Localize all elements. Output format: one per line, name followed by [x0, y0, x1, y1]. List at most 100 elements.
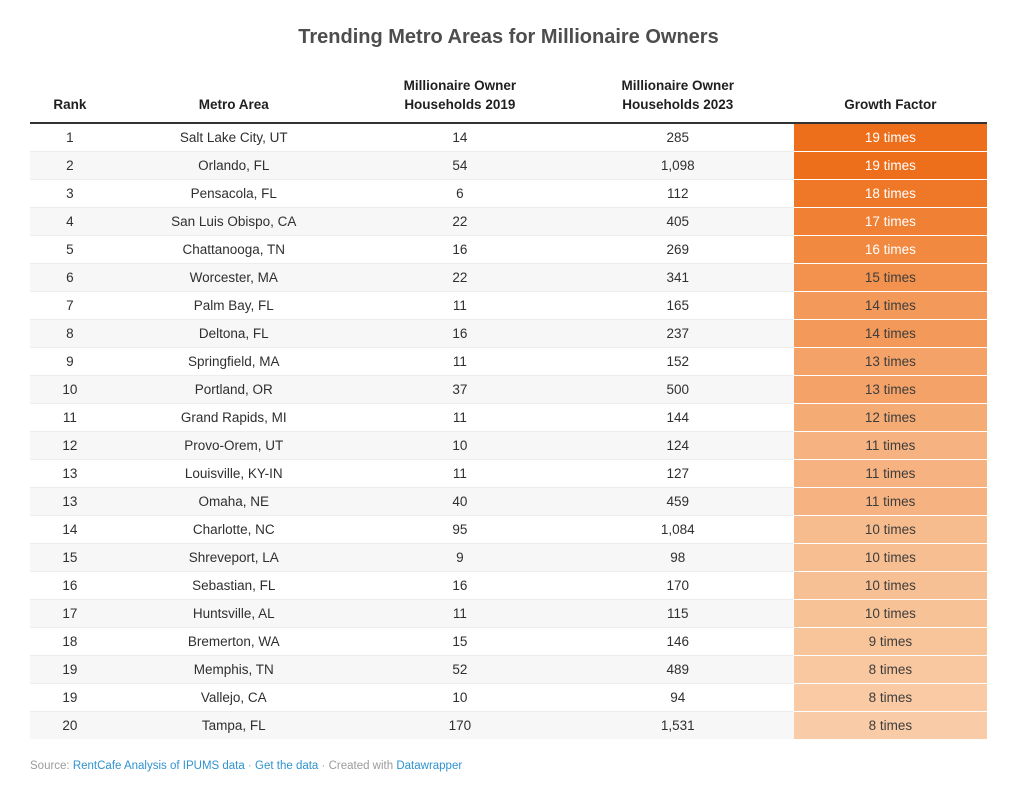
source-link[interactable]: RentCafe Analysis of IPUMS data [72, 760, 245, 772]
column-header-label-line1: Millionaire Owner [403, 78, 517, 93]
growth-factor-cell: 10 times [793, 515, 987, 544]
households-2023-cell: 459 [561, 487, 794, 516]
households-2023-cell: 1,531 [561, 711, 794, 739]
table-row: 1 Salt Lake City, UT 14 285 19 times [30, 122, 987, 152]
metro-area-cell: Huntsville, AL [109, 599, 358, 628]
column-header-label-line2: Households 2023 [622, 97, 734, 112]
households-2023-cell: 112 [561, 179, 794, 208]
rank-cell: 13 [30, 487, 110, 516]
table-row: 9 Springfield, MA 11 152 13 times [30, 347, 987, 376]
table-row: 13 Louisville, KY-IN 11 127 11 times [30, 459, 987, 488]
households-2019-cell: 9 [357, 543, 562, 572]
households-2023-cell: 1,098 [561, 151, 794, 180]
metro-area-cell: San Luis Obispo, CA [109, 207, 358, 236]
households-2019-cell: 22 [357, 207, 562, 236]
households-2023-cell: 124 [561, 431, 794, 460]
households-2019-cell: 54 [357, 151, 562, 180]
growth-factor-cell: 8 times [793, 683, 987, 712]
table-row: 16 Sebastian, FL 16 170 10 times [30, 571, 987, 600]
get-the-data-link[interactable]: Get the data [255, 760, 319, 772]
households-2019-cell: 11 [357, 459, 562, 488]
growth-factor-cell: 11 times [793, 459, 987, 488]
households-2019-cell: 40 [357, 487, 562, 516]
households-2019-cell: 11 [357, 403, 562, 432]
column-header-growth-factor: Growth Factor [793, 72, 987, 124]
households-2023-cell: 237 [561, 319, 794, 348]
table-row: 13 Omaha, NE 40 459 11 times [30, 487, 987, 516]
households-2019-cell: 11 [357, 347, 562, 376]
growth-factor-cell: 11 times [793, 431, 987, 460]
growth-factor-cell: 19 times [793, 151, 987, 180]
table-header: Rank Metro Area Millionaire Owner Househ… [30, 72, 987, 124]
growth-factor-cell: 8 times [793, 655, 987, 684]
rank-cell: 8 [30, 319, 110, 348]
growth-factor-cell: 18 times [793, 179, 987, 208]
data-table: Rank Metro Area Millionaire Owner Househ… [30, 72, 987, 739]
households-2019-cell: 10 [357, 683, 562, 712]
metro-area-cell: Bremerton, WA [109, 627, 358, 656]
rank-cell: 4 [30, 207, 110, 236]
table-row: 11 Grand Rapids, MI 11 144 12 times [30, 403, 987, 432]
metro-area-cell: Salt Lake City, UT [179, 130, 288, 145]
metro-area-cell: Louisville, KY-IN [109, 459, 358, 488]
column-header-metro-area: Metro Area [109, 72, 358, 124]
rank-cell: 9 [30, 347, 110, 376]
metro-area-cell: Shreveport, LA [109, 543, 358, 572]
growth-factor-cell: 14 times [793, 319, 987, 348]
metro-area-cell: Deltona, FL [109, 319, 358, 348]
households-2019-cell: 6 [357, 179, 562, 208]
households-2023-cell: 285 [666, 130, 690, 145]
table-body: 1 Salt Lake City, UT 14 285 19 times 2 Orlando… [30, 122, 987, 739]
rank-cell: 15 [30, 543, 110, 572]
table-row: 18 Bremerton, WA 15 146 9 times [30, 627, 987, 656]
households-2023-cell: 405 [561, 207, 794, 236]
metro-area-cell: Worcester, MA [109, 263, 358, 292]
households-2019-cell: 11 [357, 291, 562, 320]
growth-factor-cell: 19 times [793, 122, 987, 152]
rank-cell: 19 [30, 655, 110, 684]
metro-area-cell: Vallejo, CA [109, 683, 358, 712]
table-row: 12 Provo-Orem, UT 10 124 11 times [30, 431, 987, 460]
table-row: 17 Huntsville, AL 11 115 10 times [30, 599, 987, 628]
rank-cell: 16 [30, 571, 110, 600]
rank-cell: 10 [30, 375, 110, 404]
households-2019-cell: 10 [357, 431, 562, 460]
table-row: 14 Charlotte, NC 95 1,084 10 times [30, 515, 987, 544]
table-row: 2 Orlando, FL 54 1,098 19 times [30, 151, 987, 180]
households-2019-cell: 16 [357, 235, 562, 264]
table-row: 5 Chattanooga, TN 16 269 16 times [30, 235, 987, 264]
footer: Source: RentCafe Analysis of IPUMS data … [30, 758, 987, 774]
table-row: 20 Tampa, FL 170 1,531 8 times [30, 711, 987, 739]
column-header-rank: Rank [30, 72, 110, 124]
households-2019-cell: 14 [452, 130, 468, 145]
households-2023-cell: 98 [561, 543, 794, 572]
metro-area-cell: Orlando, FL [109, 151, 358, 180]
growth-factor-cell: 10 times [793, 599, 987, 628]
table-row: 10 Portland, OR 37 500 13 times [30, 375, 987, 404]
table-row: 8 Deltona, FL 16 237 14 times [30, 319, 987, 348]
metro-area-cell: Portland, OR [109, 375, 358, 404]
growth-factor-cell: 11 times [793, 487, 987, 516]
households-2019-cell: 170 [357, 711, 562, 739]
datawrapper-link[interactable]: Datawrapper [396, 760, 463, 772]
rank-cell: 18 [30, 627, 110, 656]
households-2019-cell: 11 [357, 599, 562, 628]
created-with-label: Created with [328, 760, 397, 772]
footer-separator: · [321, 760, 326, 772]
rank-cell: 11 [30, 403, 110, 432]
header-row: Rank Metro Area Millionaire Owner Househ… [30, 72, 987, 124]
metro-area-cell: Pensacola, FL [109, 179, 358, 208]
households-2023-cell: 341 [561, 263, 794, 292]
column-header-label: Rank [53, 97, 87, 112]
rank-cell: 6 [30, 263, 110, 292]
households-2023-cell: 146 [561, 627, 794, 656]
table-row: 19 Memphis, TN 52 489 8 times [30, 655, 987, 684]
growth-factor-cell: 14 times [793, 291, 987, 320]
rank-cell: 13 [30, 459, 110, 488]
growth-factor-cell: 13 times [793, 347, 987, 376]
metro-area-cell: Springfield, MA [109, 347, 358, 376]
households-2019-cell: 16 [357, 571, 562, 600]
households-2023-cell: 94 [561, 683, 794, 712]
growth-factor-cell: 8 times [793, 711, 987, 739]
households-2023-cell: 1,084 [561, 515, 794, 544]
